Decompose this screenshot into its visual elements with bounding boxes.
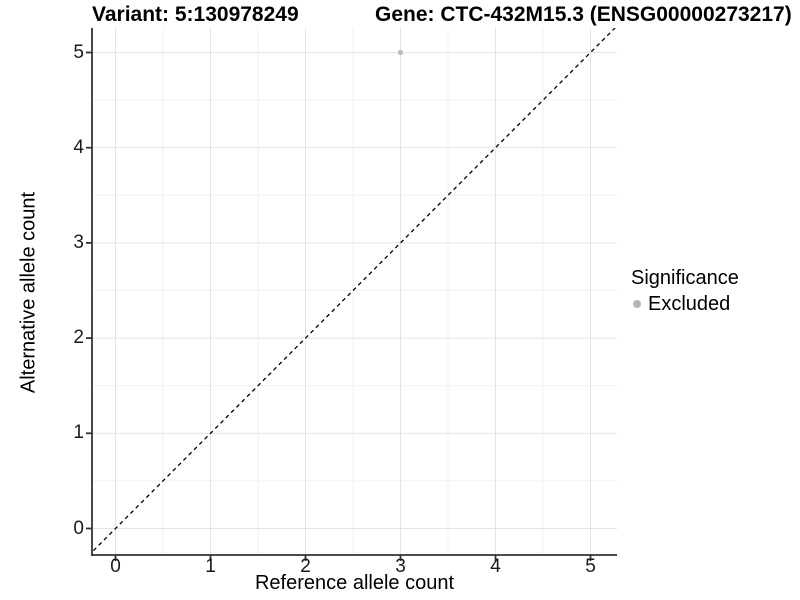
- x-tick-label-0: 0: [110, 556, 121, 577]
- y-axis-tick-labels: 0 1 2 3 4 5: [36, 28, 84, 555]
- plot-panel: [86, 28, 617, 561]
- gene-title: Gene: CTC-432M15.3 (ENSG00000273217): [375, 3, 792, 26]
- legend-entry-label: Excluded: [648, 293, 731, 315]
- x-tick-label-5: 5: [585, 556, 596, 577]
- y-tick-label-1: 1: [73, 422, 84, 444]
- y-tick-label-0: 0: [73, 517, 84, 539]
- x-tick-label-4: 4: [490, 556, 501, 577]
- legend-entry-excluded: Excluded: [629, 292, 739, 316]
- y-axis-title: Alternative allele count: [17, 191, 40, 394]
- y-tick-label-3: 3: [73, 231, 84, 253]
- y-tick-label-2: 2: [73, 327, 84, 349]
- x-tick-label-1: 1: [205, 556, 216, 577]
- x-axis-title: Reference allele count: [254, 572, 454, 594]
- x-axis-tick-labels: 0 1 2 3 4 5: [92, 556, 617, 580]
- data-point-excluded: [397, 49, 404, 56]
- x-tick-label-3: 3: [395, 556, 406, 577]
- y-tick-label-5: 5: [73, 41, 84, 63]
- y-tick-label-4: 4: [73, 136, 84, 158]
- legend: Significance Excluded: [629, 265, 739, 316]
- variant-title: Variant: 5:130978249: [92, 3, 299, 26]
- x-tick-label-2: 2: [300, 556, 311, 577]
- legend-point-icon: [633, 300, 641, 308]
- legend-title: Significance: [631, 267, 739, 289]
- identity-dashed-line: [92, 28, 616, 553]
